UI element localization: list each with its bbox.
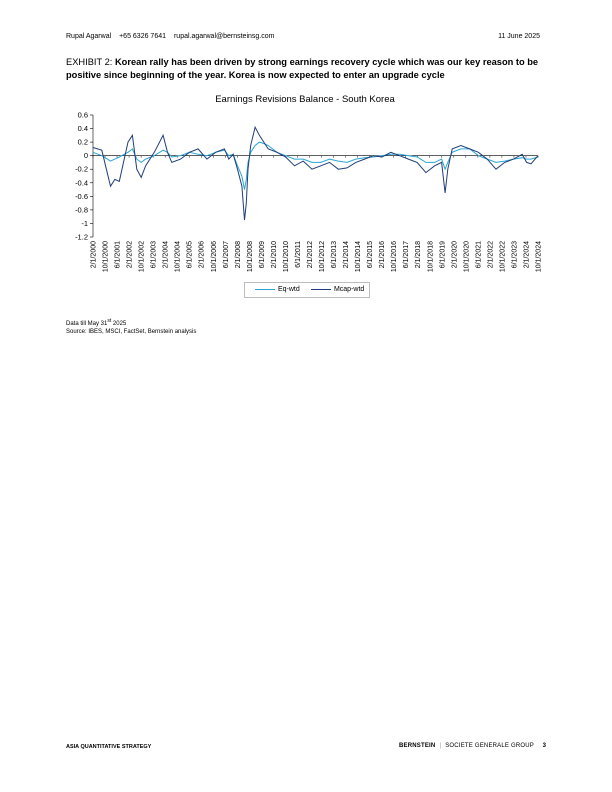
x-tick-label: 2/1/2010	[271, 241, 278, 268]
x-tick-label: 6/1/2003	[151, 241, 158, 268]
x-tick-label: 6/1/2023	[511, 241, 518, 268]
x-tick-label: 10/1/2018	[427, 241, 434, 272]
series-line-mcap-wtd	[92, 125, 539, 221]
source-note: Source: IBES, MSCI, FactSet, Bernstein a…	[66, 329, 197, 335]
x-tick-label: 6/1/2009	[259, 241, 266, 268]
x-tick-label: 2/1/2016	[379, 241, 386, 268]
page-number: 3	[542, 743, 546, 749]
x-tick-label: 2/1/2024	[523, 241, 530, 268]
x-tick-label: 10/1/2016	[391, 241, 398, 272]
x-tick-label: 6/1/2005	[187, 241, 194, 268]
earnings-revisions-chart: Earnings Revisions Balance - South Korea…	[75, 94, 542, 273]
page-footer: ASIA QUANTITATIVE STRATEGY BERNSTEIN | SOC…	[66, 743, 546, 750]
x-tick-label: 10/1/2022	[499, 241, 506, 272]
exhibit-caption: EXHIBIT 2: Korean rally has been driven …	[66, 56, 546, 82]
x-tick-label: 10/1/2024	[536, 241, 543, 272]
series-line-eq-wtd	[92, 141, 539, 190]
x-tick-label: 10/1/2006	[211, 241, 218, 272]
legend-swatch-mcap	[311, 288, 331, 290]
chart-notes: Data till May 31st 2025 Source: IBES, MS…	[66, 317, 196, 336]
x-tick-label: 6/1/2019	[439, 241, 446, 268]
brand-primary: BERNSTEIN	[398, 743, 436, 749]
y-tick-label: 0.2	[78, 138, 88, 147]
x-tick-label: 6/1/2011	[295, 241, 302, 268]
y-tick-label: -1.2	[75, 233, 88, 242]
legend-item-eq: Eq-wtd	[255, 286, 300, 293]
x-tick-label: 2/1/2020	[451, 241, 458, 268]
x-tick-label: 10/1/2012	[319, 241, 326, 272]
x-tick-label: 10/1/2010	[283, 241, 290, 272]
chart-legend: Eq-wtd Mcap-wtd	[244, 282, 370, 298]
data-note-prefix: Data till May 31	[66, 321, 108, 327]
x-tick-label: 10/1/2000	[103, 241, 110, 272]
x-tick-label: 10/1/2008	[247, 241, 254, 272]
x-tick-label: 6/1/2013	[331, 241, 338, 268]
y-tick-label: -0.2	[75, 165, 88, 174]
y-tick-label: 0.6	[78, 111, 88, 120]
x-tick-label: 2/1/2006	[199, 241, 206, 268]
data-note-sup: st	[107, 318, 112, 324]
x-tick-label: 10/1/2020	[463, 241, 470, 272]
x-tick-label: 2/1/2014	[343, 241, 350, 268]
x-tick-label: 2/1/2008	[235, 241, 242, 268]
legend-label-mcap: Mcap-wtd	[333, 286, 365, 293]
author-phone: +65 6326 7641	[119, 33, 167, 40]
chart-series	[92, 125, 539, 221]
chart-title: Earnings Revisions Balance - South Korea	[215, 94, 395, 105]
y-tick-label: -0.6	[75, 192, 88, 201]
x-tick-label: 10/1/2002	[139, 241, 146, 272]
chart-axes: 0.6 0.4 0.2 0 -0.2 -0.4 -0.6 -0.8 -1 -1.22/1/2000…	[75, 111, 542, 273]
y-tick-label: 0	[84, 151, 88, 160]
footer-section: ASIA QUANTITATIVE STRATEGY	[66, 744, 152, 750]
y-tick-label: -1	[81, 219, 88, 228]
x-tick-label: 10/1/2004	[175, 241, 182, 272]
brand-secondary: SOCIETE GENERALE GROUP	[445, 743, 534, 749]
x-tick-label: 6/1/2007	[223, 241, 230, 268]
x-tick-label: 6/1/2015	[367, 241, 374, 268]
x-tick-label: 2/1/2000	[91, 241, 98, 268]
brand-logo: BERNSTEIN | SOCIETE GENERALE GROUP	[398, 743, 534, 749]
author-email[interactable]: rupal.agarwal@bernsteinsg.com	[173, 33, 275, 40]
x-tick-label: 6/1/2017	[403, 241, 410, 268]
x-tick-label: 10/1/2014	[355, 241, 362, 272]
exhibit-text: Korean rally has been driven by strong e…	[66, 57, 539, 80]
page-header: Rupal Agarwal +65 6326 7641 rupal.agarwa…	[66, 33, 546, 40]
x-tick-label: 2/1/2004	[163, 241, 170, 268]
y-tick-label: -0.8	[75, 205, 88, 214]
x-tick-label: 2/1/2002	[127, 241, 134, 268]
data-note-suffix: 2025	[111, 321, 127, 327]
y-tick-label: 0.4	[78, 124, 88, 133]
x-tick-label: 6/1/2001	[115, 241, 122, 268]
legend-label-eq: Eq-wtd	[277, 286, 300, 293]
author-name: Rupal Agarwal	[66, 33, 112, 40]
x-tick-label: 2/1/2018	[415, 241, 422, 268]
legend-swatch-eq	[255, 288, 275, 290]
report-date: 11 June 2025	[498, 33, 540, 40]
data-note: Data till May 31st 2025	[66, 317, 196, 328]
x-tick-label: 2/1/2012	[307, 241, 314, 268]
x-tick-label: 6/1/2021	[475, 241, 482, 268]
exhibit-label: EXHIBIT 2:	[66, 57, 113, 67]
x-tick-label: 2/1/2022	[487, 241, 494, 268]
legend-item-mcap: Mcap-wtd	[311, 286, 364, 293]
y-tick-label: -0.4	[75, 178, 88, 187]
